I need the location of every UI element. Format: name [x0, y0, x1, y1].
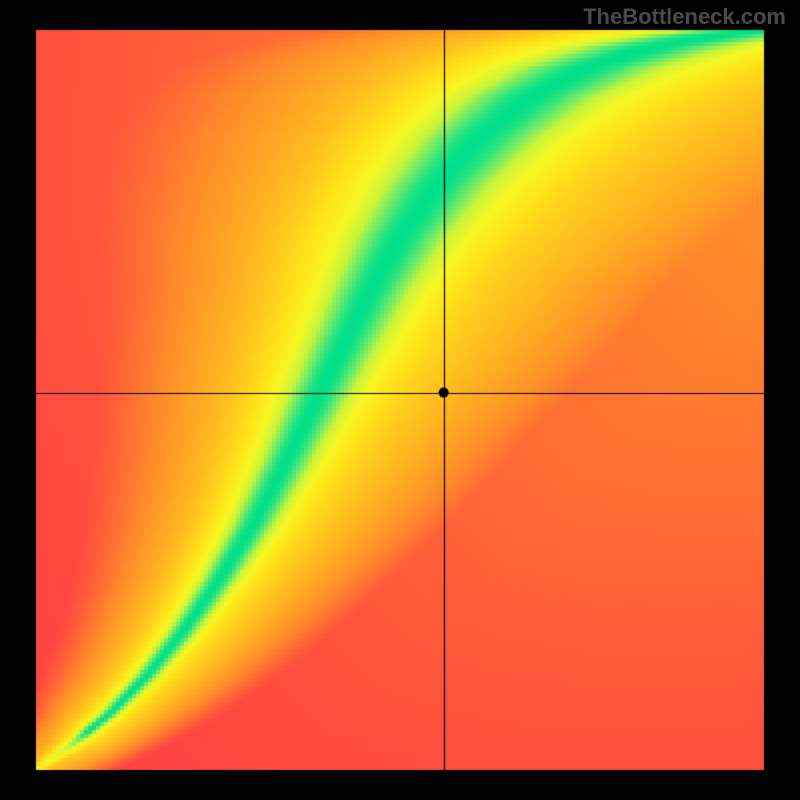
- watermark-text: TheBottleneck.com: [583, 4, 786, 30]
- bottleneck-heatmap: [0, 0, 800, 800]
